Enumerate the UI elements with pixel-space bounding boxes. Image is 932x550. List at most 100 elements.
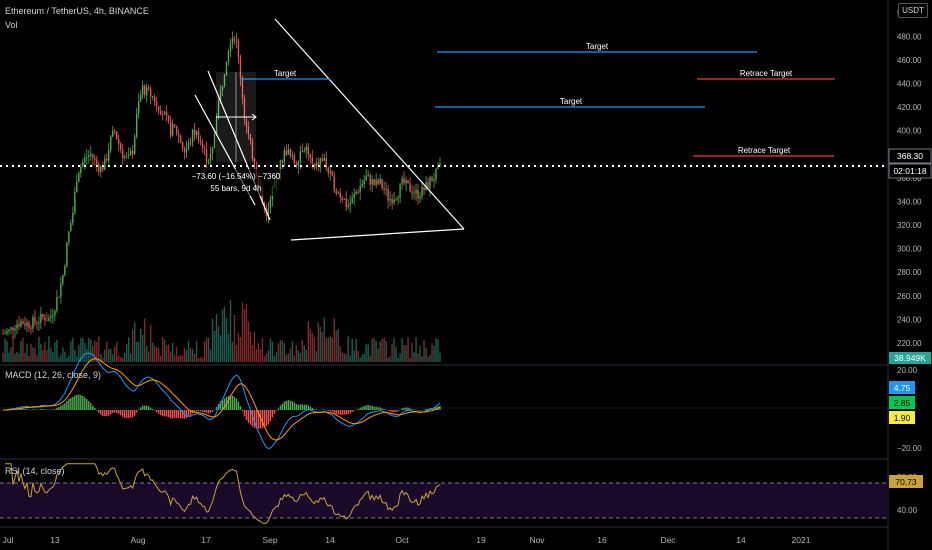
volume-bar: [261, 337, 264, 362]
macd-histogram-bar: [337, 410, 339, 415]
volume-bar: [237, 333, 240, 362]
volume-bar: [295, 344, 298, 362]
candle-body: [399, 183, 401, 198]
candle-body: [203, 148, 206, 150]
candle-body: [285, 150, 288, 155]
candle-body: [289, 149, 292, 156]
volume-bar: [245, 303, 248, 362]
candle-body: [52, 315, 54, 317]
volume-bar: [413, 352, 415, 362]
candle-body: [241, 78, 244, 98]
rsi-tick-bottom: 40.00: [897, 506, 918, 515]
macd-histogram-bar: [185, 410, 188, 418]
candle-body: [327, 167, 329, 174]
macd-histogram-bar: [189, 410, 192, 416]
candle-body: [159, 110, 162, 115]
candle-body: [133, 136, 136, 154]
macd-histogram-bar: [56, 407, 58, 410]
candle-body: [201, 142, 204, 149]
volume-bar: [110, 348, 112, 362]
candle-body: [307, 146, 310, 155]
candle-body: [50, 316, 52, 319]
candle-body: [18, 324, 20, 327]
macd-histogram-bar: [409, 408, 411, 410]
volume-bar: [291, 341, 294, 362]
volume-bar: [393, 338, 395, 362]
candle-body: [299, 151, 302, 163]
candle-body: [437, 165, 439, 170]
macd-histogram-bar: [367, 404, 369, 410]
volume-bar: [157, 347, 160, 362]
macd-histogram-bar: [34, 409, 36, 410]
candle-body: [185, 148, 188, 153]
candle-body: [411, 191, 413, 194]
macd-histogram-bar: [397, 410, 399, 412]
candle-body: [32, 317, 34, 329]
volume-bar: [255, 349, 258, 362]
macd-histogram-bar: [66, 400, 68, 410]
candle-body: [161, 114, 164, 116]
macd-histogram-bar: [239, 406, 242, 410]
macd-histogram-bar: [391, 410, 393, 413]
volume-bar: [211, 318, 214, 362]
candle-body: [48, 318, 50, 321]
volume-bar: [100, 354, 102, 362]
time-axis[interactable]: Jul 13 Aug 17 Sep 14 Oct 19 Nov 16 Dec 14 2021: [3, 535, 811, 545]
volume-bar: [401, 338, 403, 362]
candle-body: [379, 178, 381, 184]
macd-histogram-bar: [307, 405, 310, 410]
candle-body: [243, 97, 246, 120]
candle-body: [373, 179, 375, 185]
volume-bar: [114, 346, 116, 362]
macd-histogram-bar: [385, 409, 387, 411]
macd-histogram-bar: [110, 410, 112, 415]
macd-histogram-bar: [24, 408, 26, 410]
time-tick-label: 14: [325, 535, 335, 545]
candle-body: [227, 51, 230, 62]
currency-button[interactable]: USDT: [898, 3, 928, 18]
volume-bar: [132, 329, 134, 362]
macd-histogram-bar: [375, 406, 377, 410]
candle-body: [305, 146, 308, 151]
macd-histogram-bar: [411, 409, 413, 410]
candle-body: [189, 142, 192, 144]
volume-bar: [345, 354, 347, 362]
measure-arrow-head: [251, 113, 257, 121]
candle-body: [167, 115, 170, 122]
volume-bar: [50, 347, 52, 362]
candle-body: [319, 158, 321, 166]
candle-body: [6, 331, 8, 334]
volume-bar: [415, 336, 417, 362]
volume-bar: [159, 356, 162, 362]
candle-body: [237, 40, 240, 58]
volume-bar: [34, 348, 36, 362]
macd-histogram-bar: [68, 398, 70, 410]
volume-bar: [429, 354, 431, 362]
candle-body: [349, 203, 351, 206]
volume-bar: [139, 328, 142, 362]
candle-body: [269, 199, 272, 208]
macd-histogram-bar: [421, 409, 423, 411]
current-price-marker: [888, 148, 932, 164]
candle-body: [395, 199, 397, 200]
macd-histogram-bar: [335, 410, 337, 415]
macd-histogram-bar: [205, 410, 208, 414]
macd-histogram-bar: [36, 409, 38, 411]
macd-blue-value: 4.75: [894, 383, 911, 393]
candle-body: [387, 189, 389, 201]
time-tick-label: Aug: [130, 535, 145, 545]
price-tick-label: 420.00: [897, 103, 922, 112]
volume-bar: [343, 353, 345, 362]
candle-body: [291, 155, 294, 157]
candle-body: [153, 96, 156, 102]
macd-histogram-bar: [325, 410, 327, 411]
volume-bar: [233, 315, 236, 362]
candle-body: [283, 150, 286, 163]
volume-bar: [98, 336, 100, 362]
candle-body: [419, 196, 421, 199]
volume-bar: [339, 346, 341, 362]
volume-bar: [60, 354, 62, 362]
candle-body: [143, 85, 146, 96]
macd-histogram-bar: [395, 410, 397, 412]
